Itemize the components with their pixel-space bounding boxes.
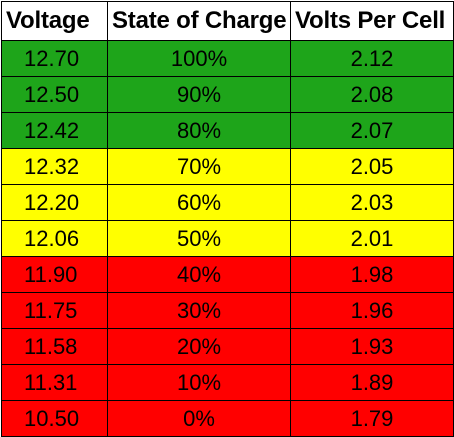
- voltage-cell: 10.50: [1, 400, 108, 437]
- volts-per-cell-cell: 2.03: [290, 184, 454, 221]
- volts-per-cell-cell: 2.05: [290, 148, 454, 185]
- state-of-charge-cell: 20%: [107, 328, 291, 365]
- voltage-cell: 12.70: [1, 40, 108, 77]
- table-row: 10.50 0% 1.79: [1, 400, 454, 437]
- volts-per-cell-cell: 1.79: [290, 400, 454, 437]
- state-of-charge-cell: 60%: [107, 184, 291, 221]
- table-row: 12.42 80% 2.07: [1, 112, 454, 149]
- volts-per-cell-cell: 1.96: [290, 292, 454, 329]
- table-row: 11.90 40% 1.98: [1, 256, 454, 293]
- volts-per-cell-cell: 1.98: [290, 256, 454, 293]
- table-row: 12.50 90% 2.08: [1, 76, 454, 113]
- table-row: 12.06 50% 2.01: [1, 220, 454, 257]
- state-of-charge-cell: 30%: [107, 292, 291, 329]
- table-row: 12.32 70% 2.05: [1, 148, 454, 185]
- table-row: 12.70 100% 2.12: [1, 40, 454, 77]
- voltage-cell: 11.31: [1, 364, 108, 401]
- table-row: 11.31 10% 1.89: [1, 364, 454, 401]
- table-body: 12.70 100% 2.12 12.50 90% 2.08 12.42 80%…: [1, 40, 454, 437]
- header-state-of-charge: State of Charge: [107, 1, 291, 41]
- state-of-charge-cell: 10%: [107, 364, 291, 401]
- state-of-charge-cell: 100%: [107, 40, 291, 77]
- volts-per-cell-cell: 1.89: [290, 364, 454, 401]
- volts-per-cell-cell: 2.01: [290, 220, 454, 257]
- state-of-charge-cell: 90%: [107, 76, 291, 113]
- table-row: 11.75 30% 1.96: [1, 292, 454, 329]
- table-row: 11.58 20% 1.93: [1, 328, 454, 365]
- volts-per-cell-cell: 1.93: [290, 328, 454, 365]
- voltage-cell: 12.42: [1, 112, 108, 149]
- voltage-cell: 11.75: [1, 292, 108, 329]
- volts-per-cell-cell: 2.07: [290, 112, 454, 149]
- voltage-cell: 12.32: [1, 148, 108, 185]
- table-row: 12.20 60% 2.03: [1, 184, 454, 221]
- volts-per-cell-cell: 2.12: [290, 40, 454, 77]
- voltage-cell: 11.58: [1, 328, 108, 365]
- state-of-charge-cell: 40%: [107, 256, 291, 293]
- header-row: Voltage State of Charge Volts Per Cell: [1, 1, 454, 41]
- header-volts-per-cell: Volts Per Cell: [290, 1, 454, 41]
- voltage-cell: 11.90: [1, 256, 108, 293]
- volts-per-cell-cell: 2.08: [290, 76, 454, 113]
- state-of-charge-cell: 50%: [107, 220, 291, 257]
- voltage-cell: 12.20: [1, 184, 108, 221]
- state-of-charge-cell: 80%: [107, 112, 291, 149]
- voltage-cell: 12.50: [1, 76, 108, 113]
- table-header: Voltage State of Charge Volts Per Cell: [1, 1, 454, 41]
- state-of-charge-cell: 70%: [107, 148, 291, 185]
- header-voltage: Voltage: [1, 1, 108, 41]
- state-of-charge-cell: 0%: [107, 400, 291, 437]
- voltage-cell: 12.06: [1, 220, 108, 257]
